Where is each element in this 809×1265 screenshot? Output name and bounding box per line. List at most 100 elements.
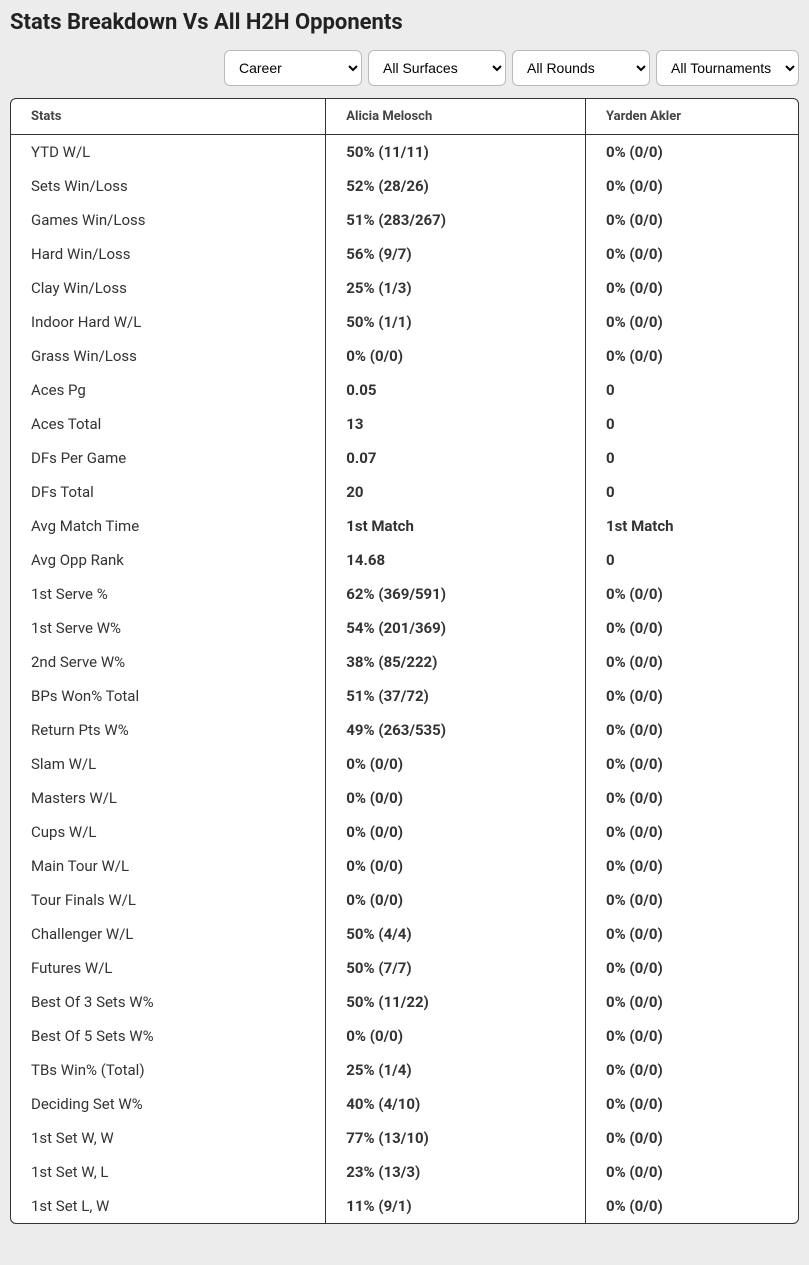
stat-label: Avg Opp Rank (11, 543, 326, 577)
table-row: Futures W/L50% (7/7)0% (0/0) (11, 951, 798, 985)
player1-value: 40% (4/10) (326, 1087, 586, 1121)
tournaments-select[interactable]: All Tournaments (656, 50, 799, 86)
player2-value: 0 (586, 407, 799, 441)
table-row: Aces Pg0.050 (11, 373, 798, 407)
table-row: TBs Win% (Total)25% (1/4)0% (0/0) (11, 1053, 798, 1087)
stat-label: Avg Match Time (11, 509, 326, 543)
table-row: Return Pts W%49% (263/535)0% (0/0) (11, 713, 798, 747)
player2-value: 0% (0/0) (586, 135, 799, 170)
stat-label: Challenger W/L (11, 917, 326, 951)
player1-value: 0% (0/0) (326, 781, 586, 815)
stat-label: Tour Finals W/L (11, 883, 326, 917)
stat-label: 2nd Serve W% (11, 645, 326, 679)
player1-value: 50% (4/4) (326, 917, 586, 951)
table-row: BPs Won% Total51% (37/72)0% (0/0) (11, 679, 798, 713)
player1-value: 0% (0/0) (326, 815, 586, 849)
player2-value: 0% (0/0) (586, 883, 799, 917)
player1-value: 25% (1/4) (326, 1053, 586, 1087)
player2-value: 0% (0/0) (586, 237, 799, 271)
player1-value: 54% (201/369) (326, 611, 586, 645)
table-row: Tour Finals W/L0% (0/0)0% (0/0) (11, 883, 798, 917)
table-header-row: Stats Alicia Melosch Yarden Akler (11, 99, 798, 135)
table-row: Indoor Hard W/L50% (1/1)0% (0/0) (11, 305, 798, 339)
stat-label: 1st Serve % (11, 577, 326, 611)
table-row: Deciding Set W%40% (4/10)0% (0/0) (11, 1087, 798, 1121)
player1-value: 23% (13/3) (326, 1155, 586, 1189)
table-row: 1st Serve W%54% (201/369)0% (0/0) (11, 611, 798, 645)
stat-label: DFs Per Game (11, 441, 326, 475)
player1-value: 52% (28/26) (326, 169, 586, 203)
player1-value: 25% (1/3) (326, 271, 586, 305)
player2-value: 0 (586, 441, 799, 475)
player1-value: 0% (0/0) (326, 883, 586, 917)
stat-label: Aces Total (11, 407, 326, 441)
stat-label: Indoor Hard W/L (11, 305, 326, 339)
player2-value: 0% (0/0) (586, 645, 799, 679)
table-row: 1st Serve %62% (369/591)0% (0/0) (11, 577, 798, 611)
stat-label: YTD W/L (11, 135, 326, 170)
player2-value: 0% (0/0) (586, 917, 799, 951)
table-row: Games Win/Loss51% (283/267)0% (0/0) (11, 203, 798, 237)
player2-value: 0% (0/0) (586, 747, 799, 781)
player2-value: 0% (0/0) (586, 781, 799, 815)
stat-label: Best Of 5 Sets W% (11, 1019, 326, 1053)
stat-label: Grass Win/Loss (11, 339, 326, 373)
stat-label: Masters W/L (11, 781, 326, 815)
player2-value: 0% (0/0) (586, 1155, 799, 1189)
stat-label: Main Tour W/L (11, 849, 326, 883)
player2-value: 0% (0/0) (586, 1019, 799, 1053)
stat-label: Best Of 3 Sets W% (11, 985, 326, 1019)
page-title: Stats Breakdown Vs All H2H Opponents (10, 10, 799, 35)
stats-table: Stats Alicia Melosch Yarden Akler YTD W/… (11, 99, 798, 1223)
table-row: 1st Set W, W77% (13/10)0% (0/0) (11, 1121, 798, 1155)
player1-value: 56% (9/7) (326, 237, 586, 271)
player2-value: 0% (0/0) (586, 985, 799, 1019)
player1-value: 50% (11/22) (326, 985, 586, 1019)
table-row: YTD W/L50% (11/11)0% (0/0) (11, 135, 798, 170)
player1-value: 0% (0/0) (326, 747, 586, 781)
player1-value: 0% (0/0) (326, 339, 586, 373)
table-row: Main Tour W/L0% (0/0)0% (0/0) (11, 849, 798, 883)
player2-value: 0% (0/0) (586, 1189, 799, 1223)
player1-value: 38% (85/222) (326, 645, 586, 679)
stat-label: Clay Win/Loss (11, 271, 326, 305)
player1-value: 0% (0/0) (326, 849, 586, 883)
player1-value: 11% (9/1) (326, 1189, 586, 1223)
table-row: Hard Win/Loss56% (9/7)0% (0/0) (11, 237, 798, 271)
table-row: Slam W/L0% (0/0)0% (0/0) (11, 747, 798, 781)
player1-value: 0.05 (326, 373, 586, 407)
stat-label: DFs Total (11, 475, 326, 509)
player1-value: 13 (326, 407, 586, 441)
surface-select[interactable]: All Surfaces (368, 50, 506, 86)
col-player2: Yarden Akler (586, 99, 799, 135)
table-row: DFs Per Game0.070 (11, 441, 798, 475)
player1-value: 77% (13/10) (326, 1121, 586, 1155)
table-row: 2nd Serve W%38% (85/222)0% (0/0) (11, 645, 798, 679)
rounds-select[interactable]: All Rounds (512, 50, 650, 86)
player1-value: 1st Match (326, 509, 586, 543)
table-row: Challenger W/L50% (4/4)0% (0/0) (11, 917, 798, 951)
player1-value: 62% (369/591) (326, 577, 586, 611)
player1-value: 49% (263/535) (326, 713, 586, 747)
table-row: 1st Set L, W11% (9/1)0% (0/0) (11, 1189, 798, 1223)
table-row: Grass Win/Loss0% (0/0)0% (0/0) (11, 339, 798, 373)
player2-value: 0% (0/0) (586, 1087, 799, 1121)
stat-label: Cups W/L (11, 815, 326, 849)
player1-value: 51% (37/72) (326, 679, 586, 713)
player2-value: 0% (0/0) (586, 611, 799, 645)
player1-value: 50% (11/11) (326, 135, 586, 170)
player2-value: 0% (0/0) (586, 305, 799, 339)
stat-label: Deciding Set W% (11, 1087, 326, 1121)
player2-value: 0% (0/0) (586, 577, 799, 611)
table-row: Avg Opp Rank14.680 (11, 543, 798, 577)
table-row: Best Of 3 Sets W%50% (11/22)0% (0/0) (11, 985, 798, 1019)
player2-value: 0% (0/0) (586, 815, 799, 849)
stats-table-card: Stats Alicia Melosch Yarden Akler YTD W/… (10, 98, 799, 1224)
period-select[interactable]: Career (224, 50, 362, 86)
table-row: Avg Match Time1st Match1st Match (11, 509, 798, 543)
table-row: Cups W/L0% (0/0)0% (0/0) (11, 815, 798, 849)
player2-value: 0% (0/0) (586, 169, 799, 203)
stat-label: 1st Serve W% (11, 611, 326, 645)
player2-value: 0% (0/0) (586, 1121, 799, 1155)
player2-value: 0 (586, 475, 799, 509)
